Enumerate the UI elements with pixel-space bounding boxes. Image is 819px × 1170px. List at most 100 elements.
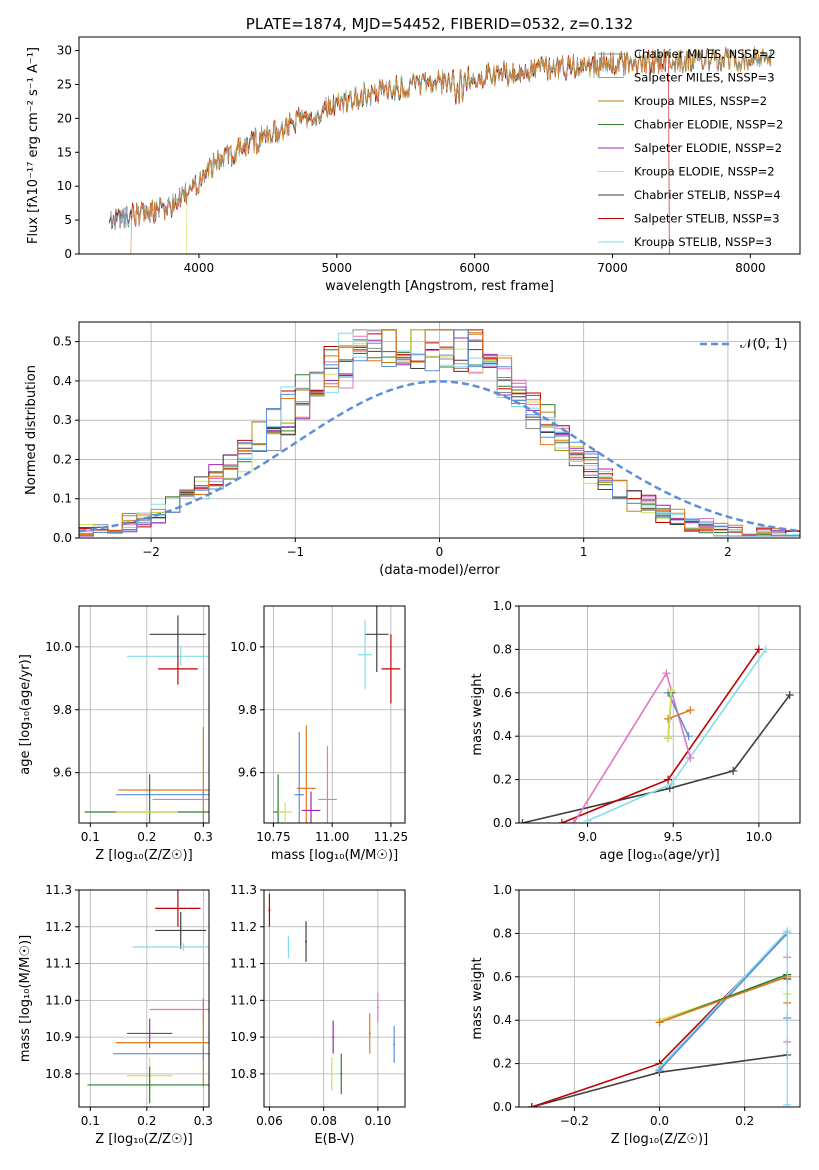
mass-weight-marker — [754, 645, 763, 654]
mass-weight-marker — [686, 753, 695, 762]
y-tick-label: 0.0 — [493, 816, 512, 830]
y-tick-label: 25 — [57, 77, 72, 91]
axes-frame — [78, 36, 801, 255]
mass-weight-marker — [684, 732, 693, 741]
y-tick-label: 9.8 — [53, 703, 72, 717]
y-axis-label: age [log₁₀(age/yr)] — [18, 654, 33, 775]
mass-weight-marker — [686, 706, 695, 715]
axes-frame — [263, 605, 406, 824]
x-tick-label: −2 — [142, 545, 160, 559]
x-tick-label: 0.1 — [81, 1114, 100, 1128]
x-axis-label: Z [log₁₀(Z/Z☉)] — [95, 1132, 192, 1147]
mass-vs-extinction-panel: 0.06 0.08 0.10 10.8 10.9 11.0 11.1 11.2 11.3 E(B-… — [230, 883, 406, 1147]
x-tick-label: 0.06 — [256, 1114, 283, 1128]
residuals-panel: −2 −1 0 1 2 0.0 0.1 0.2 0.3 0.4 0.5 (data-model)/er… — [24, 321, 801, 578]
axes-frame — [518, 605, 801, 824]
legend-label: Salpeter ELODIE, NSSP=2 — [634, 141, 782, 155]
y-tick-label: 9.6 — [53, 766, 72, 780]
mass-weight-line — [659, 976, 788, 1024]
x-tick-label: 0 — [436, 545, 444, 559]
mass-weight-marker — [519, 819, 527, 823]
y-tick-label: 1.0 — [493, 883, 512, 897]
y-tick-label: 9.8 — [238, 703, 257, 717]
y-tick-label: 11.2 — [45, 920, 72, 934]
x-tick-label: −1 — [286, 545, 304, 559]
plot-area — [519, 890, 800, 1107]
x-tick-label: 10.0 — [746, 830, 773, 844]
mass-weight-line — [658, 932, 788, 1071]
axes-frame — [263, 889, 406, 1108]
y-tick-label: 11.1 — [230, 957, 257, 971]
y-tick-label: 0 — [64, 247, 72, 261]
mass-weight-line — [667, 690, 673, 739]
x-axis-label: Z [log₁₀(Z/Z☉)] — [95, 848, 192, 863]
x-tick-label: 0.2 — [735, 1114, 754, 1128]
y-tick-label: 10.0 — [230, 640, 257, 654]
y-tick-label: 0.1 — [53, 492, 72, 506]
y-tick-label: 0.4 — [53, 374, 72, 388]
y-tick-label: 0.8 — [493, 642, 512, 656]
mass-weight-marker — [665, 784, 674, 793]
y-tick-label: 11.3 — [45, 883, 72, 897]
y-tick-label: 11.0 — [230, 993, 257, 1007]
plot-area — [79, 606, 209, 823]
mass-weight-marker — [667, 779, 676, 788]
legend-label: Kroupa MILES, NSSP=2 — [634, 94, 767, 108]
y-tick-label: 0.2 — [493, 773, 512, 787]
y-tick-label: 1.0 — [493, 599, 512, 613]
plot-area — [264, 606, 405, 823]
x-tick-label: −0.2 — [560, 1114, 589, 1128]
y-tick-label: 10 — [57, 179, 72, 193]
spectrum-panel: 4000 5000 6000 7000 8000 0 5 10 15 20 25 30 waveleng… — [26, 15, 801, 294]
x-tick-label: 10.75 — [256, 830, 290, 844]
y-tick-label: 11.0 — [45, 993, 72, 1007]
y-tick-label: 0.2 — [493, 1057, 512, 1071]
y-axis-label: Flux [fλ10⁻¹⁷ erg cm⁻² s⁻¹ A⁻¹] — [26, 47, 41, 244]
x-tick-label: 9.0 — [578, 830, 597, 844]
y-tick-label: 9.6 — [238, 766, 257, 780]
x-axis-label: wavelength [Angstrom, rest frame] — [325, 279, 554, 294]
x-tick-label: 11.25 — [374, 830, 408, 844]
mass-weight-line — [667, 709, 691, 720]
axes-frame — [78, 889, 210, 1108]
mass-weight-marker — [729, 766, 738, 775]
y-tick-label: 10.9 — [230, 1030, 257, 1044]
y-tick-label: 0.4 — [493, 1013, 512, 1027]
histogram-step — [79, 329, 800, 537]
plot-area — [264, 890, 405, 1107]
y-tick-label: 30 — [57, 44, 72, 58]
spectrum-line — [109, 48, 772, 254]
mass-weight-line — [587, 648, 767, 822]
mass-weight-line — [522, 694, 791, 823]
mass-weight-marker — [527, 1103, 536, 1107]
mass-weight-marker — [761, 645, 770, 654]
mass-weight-vs-age-panel: 9.0 9.5 10.0 0.0 0.2 0.4 0.6 0.8 1.0 age [log₁₀(a… — [470, 599, 801, 863]
x-tick-label: 7000 — [597, 261, 628, 275]
mass-weight-marker — [667, 686, 676, 695]
mass-weight-marker — [655, 1066, 664, 1075]
legend-label: Salpeter STELIB, NSSP=3 — [634, 212, 780, 226]
mass-weight-marker — [583, 816, 592, 823]
mass-weight-marker — [662, 669, 671, 678]
y-tick-label: 10.0 — [45, 640, 72, 654]
age-vs-metallicity-panel: 0.1 0.2 0.3 9.6 9.8 10.0 Z [log₁₀(Z/Z☉)] age [l… — [18, 605, 213, 863]
x-tick-label: 0.2 — [137, 1114, 156, 1128]
y-tick-label: 0.3 — [53, 413, 72, 427]
mass-weight-marker — [664, 734, 673, 743]
plot-area — [79, 890, 209, 1107]
chart-title: PLATE=1874, MJD=54452, FIBERID=0532, z=0… — [246, 15, 633, 33]
mass-weight-marker — [664, 775, 673, 784]
mass-vs-metallicity-panel: 0.1 0.2 0.3 10.8 10.9 11.0 11.1 11.2 11.3 Z [log₁… — [18, 883, 213, 1147]
legend-label: Chabrier STELIB, NSSP=4 — [634, 188, 781, 202]
y-tick-label: 5 — [64, 213, 72, 227]
legend-label: Salpeter MILES, NSSP=3 — [634, 71, 775, 85]
y-tick-label: 11.3 — [230, 883, 257, 897]
x-tick-label: 0.1 — [81, 830, 100, 844]
y-tick-label: 11.2 — [230, 920, 257, 934]
plot-area — [79, 322, 800, 538]
y-tick-label: 0.8 — [493, 926, 512, 940]
mass-weight-marker — [785, 690, 794, 699]
legend-label: Chabrier MILES, NSSP=2 — [634, 47, 776, 61]
x-tick-label: 2 — [724, 545, 732, 559]
